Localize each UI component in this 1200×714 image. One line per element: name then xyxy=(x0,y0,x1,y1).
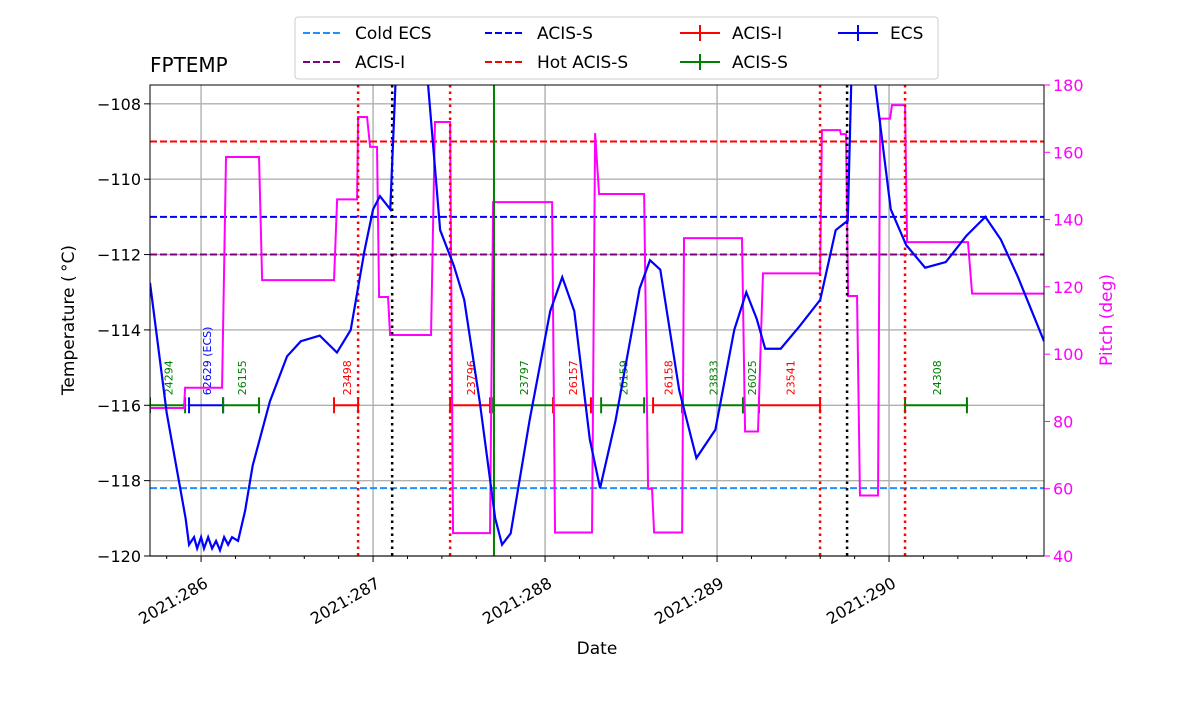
obsid-label: 23797 xyxy=(518,360,531,395)
obsid-label: 26158 xyxy=(663,360,676,395)
obsid-label: 23833 xyxy=(708,360,721,395)
pitch-line xyxy=(150,104,1044,535)
obsid-label: 23541 xyxy=(785,360,798,395)
y-tick-label: −110 xyxy=(97,170,141,189)
legend-label: ACIS-I xyxy=(732,24,782,44)
y2-tick-label: 120 xyxy=(1053,278,1084,297)
legend-label: ECS xyxy=(890,24,923,44)
x-tick-label: 2021:286 xyxy=(135,573,211,628)
chart-title: FPTEMP xyxy=(150,53,228,77)
obsid-label: 26025 xyxy=(746,360,759,395)
legend-label: ACIS-S xyxy=(537,24,593,44)
y-tick-label: −112 xyxy=(97,246,141,265)
legend-label: Cold ECS xyxy=(355,24,432,44)
y2-tick-label: 140 xyxy=(1053,211,1084,230)
legend: Cold ECS ACIS-I ACIS-S Hot ACIS-S ACIS-I ACIS… xyxy=(294,16,939,80)
axes: 2021:286 2021:287 2021:288 2021:289 2021:290… xyxy=(97,76,1084,628)
y-tick-label: −116 xyxy=(97,396,141,415)
x-tick-label: 2021:287 xyxy=(307,573,383,628)
obsid-label: 26155 xyxy=(236,360,249,395)
y2-tick-label: 160 xyxy=(1053,143,1084,162)
temperature-line xyxy=(150,85,1044,554)
y2-tick-label: 40 xyxy=(1053,547,1073,566)
axes-frame xyxy=(149,84,1045,557)
y-tick-label: −108 xyxy=(97,95,141,114)
y2-axis-label: Pitch (deg) xyxy=(1097,274,1117,366)
y2-tick-label: 80 xyxy=(1053,412,1073,431)
y2-tick-label: 60 xyxy=(1053,480,1073,499)
x-tick-label: 2021:288 xyxy=(479,573,555,628)
legend-label: ACIS-I xyxy=(355,53,405,73)
y-axis-label: Temperature ( °C) xyxy=(59,245,79,396)
y2-tick-label: 100 xyxy=(1053,345,1084,364)
obsid-label: 24308 xyxy=(931,360,944,395)
obsid-label: 26157 xyxy=(567,360,580,395)
y-tick-label: −118 xyxy=(97,472,141,491)
y2-tick-label: 180 xyxy=(1053,76,1084,95)
obsid-label: 23498 xyxy=(341,360,354,395)
legend-frame xyxy=(294,16,939,80)
x-tick-label: 2021:289 xyxy=(651,573,727,628)
legend-label: Hot ACIS-S xyxy=(537,53,628,73)
y-tick-label: −114 xyxy=(97,321,141,340)
x-axis-label: Date xyxy=(577,639,618,659)
obsid-label: 62629 (ECS) xyxy=(201,327,214,396)
plot-area: 24294 62629 (ECS) 26155 23498 23796 23797 2615… xyxy=(150,85,1044,556)
obsid-label: 24294 xyxy=(163,360,176,395)
y-tick-label: −120 xyxy=(97,547,141,566)
legend-label: ACIS-S xyxy=(732,53,788,73)
x-tick-label: 2021:290 xyxy=(823,573,899,628)
